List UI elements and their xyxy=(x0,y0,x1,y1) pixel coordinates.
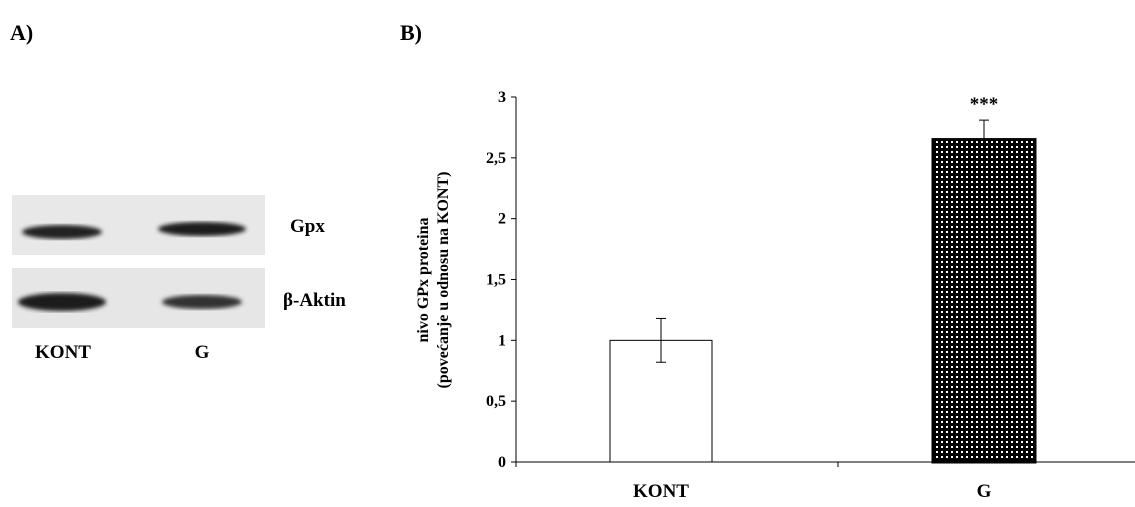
annotation: *** xyxy=(970,94,999,115)
y-tick-label: 2,5 xyxy=(486,150,506,167)
x-tick-label: G xyxy=(977,481,992,502)
y-tick-label: 3 xyxy=(498,89,506,106)
band xyxy=(22,225,102,239)
y-tick-label: 0 xyxy=(498,454,506,471)
band xyxy=(18,293,106,311)
panel-label: A) xyxy=(10,20,33,45)
band xyxy=(162,295,242,309)
band-label: β-Aktin xyxy=(283,290,346,311)
band xyxy=(158,222,246,236)
lane-label: KONT xyxy=(35,342,91,363)
band-label: Gpx xyxy=(290,216,325,237)
x-tick-label: KONT xyxy=(633,481,689,502)
y-axis-label: nivo GPx proteina xyxy=(415,217,432,342)
bar xyxy=(933,140,1035,462)
y-tick-label: 0,5 xyxy=(486,393,506,410)
figure: A) Gpx β-Aktin KONT G B) nivo GPx protei… xyxy=(0,0,1135,502)
panel-label: B) xyxy=(400,20,422,45)
y-tick-label: 2 xyxy=(498,211,506,228)
y-tick-label: 1,5 xyxy=(486,272,506,289)
y-axis-label: (povećanje u odnosu na KONT) xyxy=(435,172,452,389)
lane-label: G xyxy=(195,342,210,363)
y-tick-label: 1 xyxy=(498,332,506,349)
